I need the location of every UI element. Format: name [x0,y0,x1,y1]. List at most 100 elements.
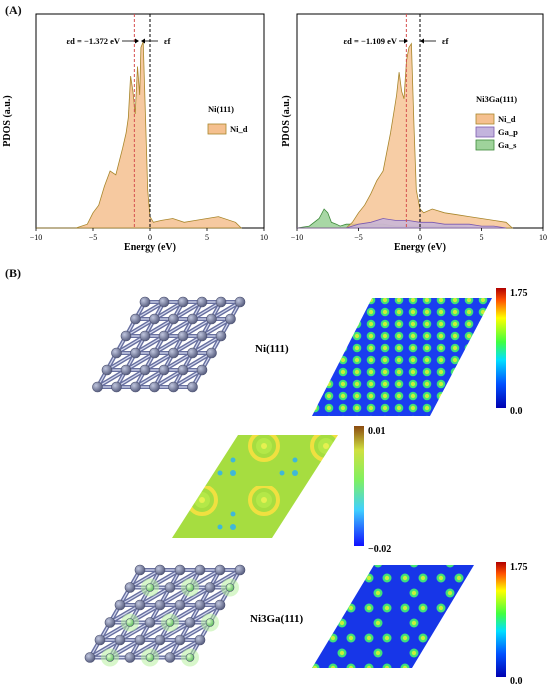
bond-highlight [169,639,201,659]
ni-atom [164,652,176,663]
bond-highlight [135,369,165,388]
xtick-label: −5 [89,233,98,242]
bond-highlight [129,639,161,659]
bond-highlight [149,604,181,624]
bond-highlight [192,335,222,354]
ni-atom [144,617,156,628]
colorbar-mid [354,426,364,546]
ni-atom [194,634,206,646]
ni-atom [196,296,208,308]
bond-highlight [154,335,184,354]
bond-highlight [182,352,212,371]
ni-atom [168,313,179,325]
ni-atom [130,347,141,359]
ni-atom [124,582,136,593]
ni-atom [134,634,146,646]
ga-atom [145,653,155,662]
bond-highlight [106,352,136,371]
bond-highlight [119,621,151,641]
plot1-ed-label: εd = −1.372 eV [67,36,121,46]
legend1-swatch-ni-d [207,123,227,135]
ni-atom [158,296,170,308]
ga-atom [185,583,195,592]
ni-atom [120,330,132,342]
ni-d-area-2 [297,42,514,229]
ni-atom [114,599,126,611]
colorbar-bottom-max: 1.75 [510,562,528,573]
legend2-ni-d: Ni_d [498,114,516,124]
structure-and-charge-maps: 1.75 0.0 Ni(111) 0.01 −0.02 1.75 0.0 Ni3… [84,288,528,687]
bond-highlight [116,335,146,354]
plot2-xlabel: Energy (eV) [394,242,446,253]
ni-atom [177,330,189,342]
ni-atom [101,364,113,376]
ni-atom [168,347,179,359]
bond-highlight [129,569,161,589]
ni-atom [111,381,122,393]
plot1-ed-arrow-head [135,38,139,44]
bond-highlight [154,369,184,388]
legend1-ni-d: Ni_d [230,124,248,134]
ni-atom [204,582,216,593]
ga-atom [205,618,215,627]
ni-atom [139,296,151,308]
ni-atom [225,313,236,325]
ni-atom [114,634,126,646]
legend2-swatch-ni-d [475,113,495,125]
ni-atom [214,564,226,576]
ni-atom [215,296,227,308]
bond-highlight [154,301,184,320]
legend2-swatch-ga-s [475,139,495,151]
pdos-plot-ni111: −10 −5 0 5 10 PDOS (a.u.) Energy (eV) εd = −… [2,13,268,253]
ni-atom [206,313,217,325]
ni-atom [149,313,160,325]
ni111-charge-density-map [312,298,492,416]
label-ni111: Ni(111) [255,343,289,355]
ni-atom [149,347,160,359]
ga-atom [125,618,135,627]
xtick-label: −10 [30,233,43,242]
xtick-label: 10 [539,233,547,242]
pdos-plot-ni3ga111: −10 −5 0 5 10 PDOS (a.u.) Energy (eV) εd = −… [281,13,547,253]
ni-atom [154,564,166,576]
ni-atom [154,599,166,611]
ni-atom [187,313,198,325]
ni3ga111-charge-density-map [312,565,474,668]
ni-atom [104,617,116,628]
bond-highlight [163,318,193,337]
ni3ga111-atomic-model [84,564,246,667]
ni-atom [149,381,160,393]
legend2-ga-p: Ga_p [498,127,518,137]
colorbar-bottom [496,562,506,677]
ga-atom [105,653,115,662]
xtick-label: 5 [205,233,209,242]
plot2-ef-arrow-head [420,38,424,44]
bond-highlight [109,604,141,624]
ni-atom [174,564,186,576]
ni-atom [184,617,196,628]
bond-highlight [189,604,221,624]
bond-highlight [209,569,241,589]
colorbar-top [496,288,506,408]
ni-atom [120,364,132,376]
ni-atom [234,564,246,576]
bond-highlight [169,569,201,589]
pdos-plots: −10 −5 0 5 10 PDOS (a.u.) Energy (eV) εd = −… [2,13,547,253]
bond-highlight [125,352,155,371]
ni-atom [130,381,141,393]
colorbar-top-min: 0.0 [510,406,523,417]
ni-atom [187,381,198,393]
bond-highlight [173,301,203,320]
legend2-swatch-ga-p [475,126,495,138]
ni-atom [111,347,122,359]
plot2-ed-arrow-head [404,38,408,44]
plot1-xlabel: Energy (eV) [124,242,176,253]
ni-atom [187,347,198,359]
plot2-ed-label: εd = −1.109 eV [344,36,398,46]
ni-atom [194,564,206,576]
ni-atom [130,313,141,325]
ga-p-area [297,218,507,229]
ni-atom [94,634,106,646]
bond-highlight [159,621,191,641]
ni-atom [158,364,170,376]
